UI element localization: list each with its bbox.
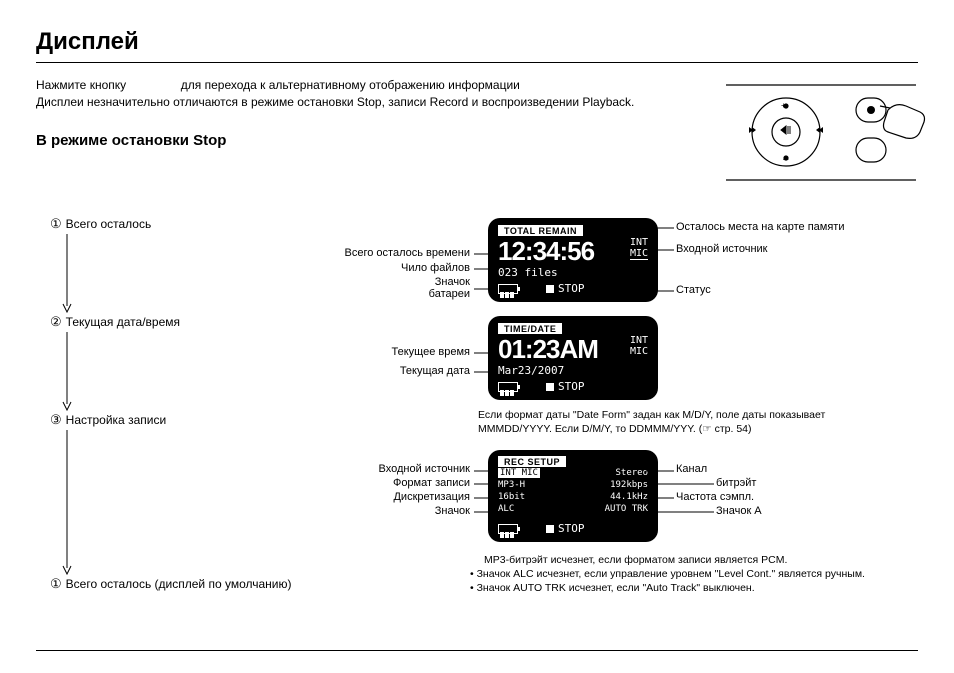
arrow-3: [60, 428, 310, 576]
lead: [474, 497, 492, 499]
lcd1-topbar: TOTAL REMAIN: [498, 225, 583, 236]
lbl3-bitdepth: Дискретизация: [340, 491, 470, 503]
lead: [654, 249, 674, 251]
lcd1-files: 023 files: [498, 266, 558, 279]
circled-1b: ①: [50, 576, 62, 592]
lead: [604, 290, 674, 292]
lbl-status: Статус: [676, 284, 876, 296]
lcd3-topbar: REC SETUP: [498, 456, 566, 467]
lcd3-r1b: Stereo: [615, 468, 648, 478]
lead: [646, 483, 714, 485]
lbl-current-time: Текущее время: [350, 346, 470, 358]
lbl3-channel: Канал: [676, 463, 707, 475]
lcd-rec-setup: REC SETUP INT MIC Stereo MP3-H 192kbps 1…: [488, 450, 658, 542]
note2-l1: MP3-битрэйт исчезнет, если форматом запи…: [470, 553, 910, 567]
battery-icon: [498, 284, 518, 294]
lead: [474, 470, 492, 472]
list-label-3: Настройка записи: [66, 413, 167, 427]
lcd2-src-1: INT: [630, 336, 648, 347]
lbl-current-date: Текущая дата: [350, 365, 470, 377]
lcd3-row-3: 16bit 44.1kHz: [498, 492, 648, 502]
lcd2-time: 01:23AM: [498, 334, 598, 365]
lbl3-format: Формат записи: [340, 477, 470, 489]
list-item-3: ③ Настройка записи: [50, 412, 310, 428]
left-column: ① Всего осталось ② Текущая дата/время ③ …: [50, 216, 310, 592]
list-label-1: Всего осталось: [66, 217, 152, 231]
lead: [600, 227, 674, 229]
lbl-battery-a: Значок: [380, 276, 470, 288]
lcd3-row-2: MP3-H 192kbps: [498, 480, 648, 490]
lbl-battery-b: батареи: [380, 288, 470, 300]
lead: [474, 268, 492, 270]
svg-text:–: –: [783, 154, 789, 165]
lbl3-samplerate: Частота сэмпл.: [676, 491, 754, 503]
lead: [474, 511, 492, 513]
lcd3-status: STOP: [546, 522, 585, 535]
lead: [474, 288, 492, 290]
lcd1-status: STOP: [546, 282, 585, 295]
device-illustration: + –: [726, 80, 926, 190]
lcd-time-date: TIME/DATE 01:23AM INT MIC Mar23/2007 STO…: [488, 316, 658, 400]
circled-1: ①: [50, 216, 62, 232]
lbl-file-count: Чило файлов: [340, 262, 470, 274]
note2-l3: • Значок AUTO TRK исчезнет, если "Auto T…: [470, 581, 910, 595]
lcd3-r4b: AUTO TRK: [605, 504, 648, 514]
lcd3-r2b: 192kbps: [610, 480, 648, 490]
battery-icon: [498, 382, 518, 392]
lcd2-status: STOP: [546, 380, 585, 393]
lcd1-time: 12:34:56: [498, 236, 594, 267]
lcd2-date: Mar23/2007: [498, 364, 564, 377]
lead: [646, 470, 674, 472]
circled-3: ③: [50, 412, 62, 428]
list-item-1: ① Всего осталось: [50, 216, 310, 232]
lbl-input-source-1: Входной источник: [676, 243, 876, 255]
lcd1-src-1: INT: [630, 238, 648, 249]
lcd3-r2a: MP3-H: [498, 480, 525, 490]
lead: [474, 371, 492, 373]
lcd1-source: INT MIC: [630, 238, 648, 260]
svg-text:+: +: [781, 101, 786, 110]
lbl-remain-card: Осталось места на карте памяти: [676, 221, 906, 233]
lcd3-row-4: ALC AUTO TRK: [498, 504, 648, 514]
battery-icon: [498, 524, 518, 534]
lcd3-r3b: 44.1kHz: [610, 492, 648, 502]
lcd2-topbar: TIME/DATE: [498, 323, 562, 334]
lead: [474, 483, 492, 485]
lead: [474, 352, 492, 354]
lcd3-r3a: 16bit: [498, 492, 525, 502]
lead: [646, 497, 674, 499]
lcd3-r4a: ALC: [498, 504, 514, 514]
note-date-format: Если формат даты "Date Form" задан как M…: [478, 408, 898, 436]
list-label-2: Текущая дата/время: [66, 315, 180, 329]
lcd2-src-2: MIC: [630, 347, 648, 358]
page-title: Дисплей: [36, 28, 918, 56]
lcd2-source: INT MIC: [630, 336, 648, 357]
list-label-4: Всего осталось (дисплей по умолчанию): [66, 577, 292, 591]
lbl3-input: Входной источник: [340, 463, 470, 475]
rule-top: [36, 62, 918, 63]
lbl3-icon: Значок: [340, 505, 470, 517]
arrow-1: [60, 232, 310, 314]
lbl3-bitrate: битрэйт: [716, 477, 756, 489]
lead: [646, 511, 714, 513]
note2-l2: • Значок ALC исчезнет, если управление у…: [470, 567, 910, 581]
lead: [474, 253, 492, 255]
list-item-4: ① Всего осталось (дисплей по умолчанию): [50, 576, 310, 592]
lcd3-r1a: INT MIC: [498, 468, 540, 478]
intro-line-1: Нажмите кнопку для перехода к альтернати…: [36, 78, 520, 92]
note-mp3: MP3-битрэйт исчезнет, если форматом запи…: [470, 553, 910, 596]
intro-line-2: Дисплеи незначительно отличаются в режим…: [36, 95, 634, 109]
lbl3-icon-a: Значок A: [716, 505, 762, 517]
lcd1-src-2: MIC: [630, 249, 648, 261]
lcd3-row-1: INT MIC Stereo: [498, 468, 648, 478]
lbl-total-time: Всего осталось времени: [300, 247, 470, 259]
circled-2: ②: [50, 314, 62, 330]
list-item-2: ② Текущая дата/время: [50, 314, 310, 330]
arrow-2: [60, 330, 310, 412]
rule-bottom: [36, 650, 918, 651]
